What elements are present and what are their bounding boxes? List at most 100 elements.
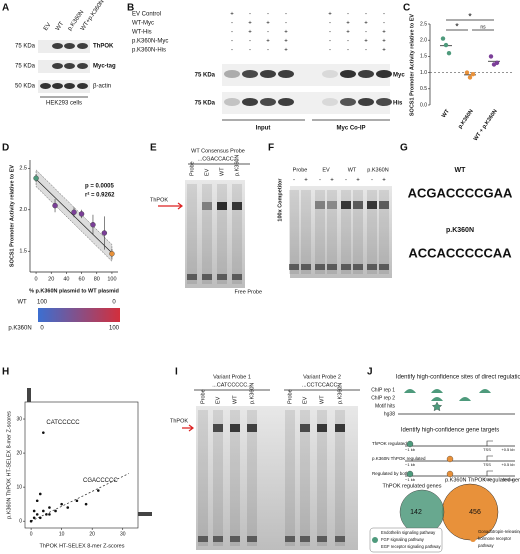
gel-band bbox=[315, 201, 325, 209]
arrow-label: ThPOK bbox=[150, 197, 168, 203]
sign: + bbox=[284, 39, 288, 45]
step-title: Identify high-confidence sites of direct… bbox=[396, 375, 520, 381]
y-tick-label: 2.0 bbox=[420, 38, 427, 44]
legend-dot bbox=[372, 537, 378, 543]
sign: + bbox=[230, 12, 234, 18]
free-probe bbox=[301, 264, 311, 270]
point bbox=[32, 509, 36, 513]
arrow bbox=[158, 202, 183, 210]
lane-label: EV bbox=[43, 22, 53, 32]
gel-lane bbox=[198, 410, 208, 546]
track-label: Motif hits bbox=[375, 403, 396, 409]
free-probe bbox=[315, 264, 325, 270]
y-tick-label: 30 bbox=[16, 416, 22, 422]
sign: + bbox=[304, 178, 308, 184]
lane-label: EV bbox=[215, 396, 221, 404]
blot-band bbox=[376, 70, 392, 78]
gel-band bbox=[213, 424, 223, 432]
free-probe bbox=[247, 536, 257, 542]
band-label: His bbox=[393, 101, 403, 107]
blot-band bbox=[260, 70, 276, 78]
sign: - bbox=[267, 48, 269, 54]
lane-label: Probe bbox=[200, 389, 206, 404]
logo-title: p.K360N bbox=[446, 227, 474, 234]
free-probe bbox=[187, 274, 197, 280]
x-tick-label: WT + p.K360N bbox=[473, 109, 499, 143]
scale-label: TSS bbox=[483, 462, 491, 467]
sign: - bbox=[285, 12, 287, 18]
track-label: hg38 bbox=[384, 411, 395, 417]
x-tick-label: 20 bbox=[89, 531, 95, 537]
pathway-label: EGF receptor signaling pathway bbox=[381, 544, 441, 549]
blot-band bbox=[40, 83, 51, 89]
free-probe bbox=[327, 264, 337, 270]
gel-lane bbox=[301, 190, 311, 274]
sign: + bbox=[248, 30, 252, 36]
sign: + bbox=[266, 21, 270, 27]
free-probe bbox=[213, 536, 223, 542]
blot-band bbox=[224, 98, 240, 106]
point bbox=[443, 42, 449, 48]
blot-band bbox=[358, 98, 374, 106]
point bbox=[109, 251, 115, 257]
x-tick-label: p.K360N bbox=[457, 109, 475, 130]
venn-label: p.K360N ThPOK regulated genes bbox=[445, 477, 520, 483]
blot-band bbox=[77, 63, 88, 69]
sign: - bbox=[329, 48, 331, 54]
blot-band bbox=[64, 43, 75, 49]
point bbox=[90, 222, 96, 228]
lane-label: p.K360N bbox=[367, 167, 388, 173]
site bbox=[406, 440, 414, 448]
sign: - bbox=[249, 12, 251, 18]
lane-label: EV bbox=[204, 168, 210, 176]
gradient-label: 100 bbox=[109, 326, 120, 332]
star bbox=[431, 401, 443, 412]
free-probe bbox=[353, 264, 363, 270]
sign: - bbox=[231, 30, 233, 36]
peak bbox=[459, 397, 471, 401]
sign: - bbox=[383, 12, 385, 18]
gel-band bbox=[217, 202, 227, 210]
blot bbox=[222, 92, 390, 114]
gel bbox=[185, 180, 245, 288]
sign: - bbox=[293, 178, 295, 184]
lane-label: WT bbox=[219, 167, 225, 176]
y-tick-label: 0.5 bbox=[420, 86, 427, 92]
sequence-logo: ACCACCCCCAA bbox=[408, 245, 512, 260]
probe-sequence: ...CGACCACC... bbox=[198, 156, 239, 162]
sign: + bbox=[382, 30, 386, 36]
gradient-bar bbox=[38, 308, 120, 322]
gel-lane bbox=[217, 184, 227, 284]
blot-band bbox=[242, 70, 258, 78]
sign: + bbox=[382, 178, 386, 184]
free-probe bbox=[379, 264, 389, 270]
lane-label: WT bbox=[319, 395, 325, 404]
blot-band bbox=[358, 70, 374, 78]
annotation: CATCCCCC bbox=[46, 420, 80, 426]
point bbox=[467, 75, 473, 80]
free-probe bbox=[285, 536, 295, 542]
x-tick-label: 80 bbox=[94, 276, 100, 282]
sign: + bbox=[328, 12, 332, 18]
panel-letter: A bbox=[2, 3, 9, 14]
scale-label: −1 kb bbox=[405, 462, 416, 467]
free-probe bbox=[335, 536, 345, 542]
pathway-label: Endothelin signaling pathway bbox=[381, 530, 436, 535]
group-label: Myc Co-IP bbox=[336, 126, 365, 132]
panel-letter: H bbox=[2, 367, 9, 378]
x-tick-label: 100 bbox=[107, 276, 116, 282]
sign: + bbox=[248, 21, 252, 27]
free-probe bbox=[232, 274, 242, 280]
sign: - bbox=[347, 48, 349, 54]
panel-letter: B bbox=[127, 3, 134, 14]
sign: - bbox=[231, 48, 233, 54]
point bbox=[66, 506, 70, 509]
logo-title: WT bbox=[455, 167, 467, 174]
pathway-label: hormone receptor bbox=[478, 536, 512, 541]
scale-label: +0.5 kb bbox=[501, 447, 515, 452]
track-label: ChIP rep 1 bbox=[371, 387, 395, 393]
point bbox=[60, 502, 63, 506]
y-tick-label: 0.0 bbox=[420, 102, 427, 108]
free-probe bbox=[217, 274, 227, 280]
gel-band bbox=[353, 201, 363, 209]
